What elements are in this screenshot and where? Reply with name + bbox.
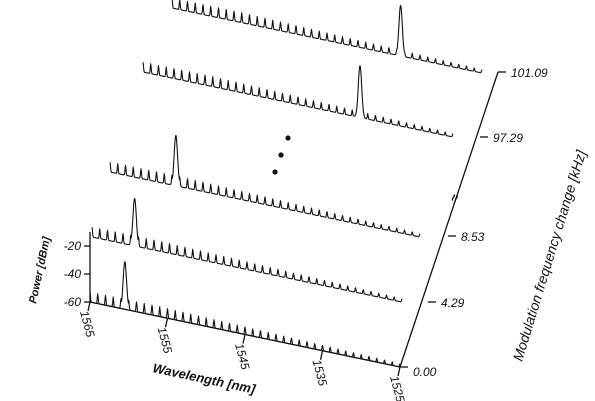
y-tick-label: -20 — [64, 239, 82, 253]
x-tick-label: 1555 — [155, 325, 176, 355]
z-tick-label: 8.53 — [461, 230, 485, 244]
x-tick-mark — [164, 318, 169, 328]
skipped-traces-dots — [272, 135, 291, 175]
tick-group: 1565 1555 1545 1535 1525 -20 -40 -60 0.00 4.29 8.5… — [64, 66, 548, 401]
y-tick-label: -60 — [64, 295, 82, 309]
z-tick-label: 4.29 — [441, 296, 465, 310]
z-tick-label: 97.29 — [493, 131, 523, 145]
plot-area: 1565 1555 1545 1535 1525 -20 -40 -60 0.00 4.29 8.5… — [64, 0, 548, 401]
z-axis-label: Modulation frequency change [kHz] — [510, 147, 590, 363]
x-tick-label: 1525 — [387, 374, 408, 401]
x-tick-mark — [397, 366, 401, 377]
y-tick-label: -40 — [64, 267, 82, 281]
ellipsis-dot — [285, 135, 291, 141]
ellipsis-dot — [278, 152, 284, 158]
axis-break-symbol: ≈ — [446, 192, 463, 204]
spectrum-trace-8-53 — [109, 134, 421, 238]
ellipsis-dot — [272, 169, 278, 175]
depth-axis-line — [399, 71, 499, 368]
spectrum-trace-4-29 — [91, 197, 403, 303]
spectrum-trace-97-29 — [142, 62, 454, 138]
x-tick-label: 1565 — [77, 309, 98, 339]
z-tick-label: 0.00 — [413, 365, 437, 379]
x-tick-mark — [242, 334, 246, 344]
x-tick-label: 1535 — [310, 358, 331, 388]
x-tick-mark — [87, 301, 91, 312]
x-tick-mark — [319, 350, 324, 360]
spectrum-trace-0-00 — [89, 261, 401, 368]
spectra-group — [89, 0, 483, 368]
y-axis-label: Power [dBm] — [27, 235, 53, 304]
z-tick-label: 101.09 — [511, 66, 548, 80]
spectrum-trace-101-09 — [171, 0, 483, 74]
x-tick-label: 1545 — [232, 342, 253, 372]
